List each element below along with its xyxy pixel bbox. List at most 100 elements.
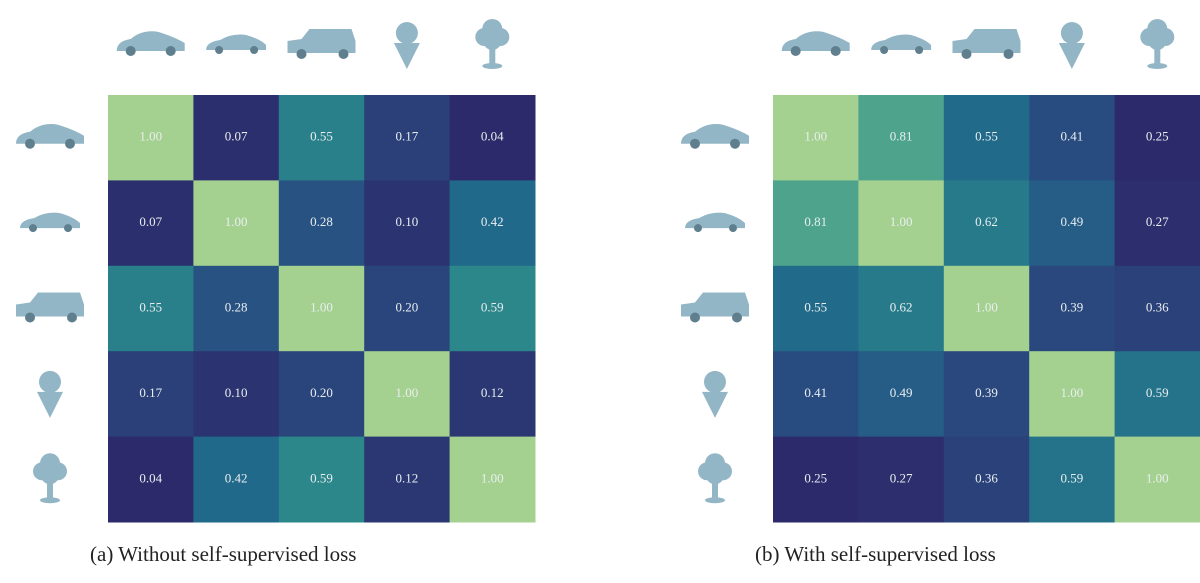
caption: (a) Without self-supervised loss [90,542,356,566]
icon-shape [712,479,718,500]
cell-label: 0.59 [1146,385,1169,400]
icon-shape [64,224,72,233]
heatmap-cell [364,436,451,523]
icon-shape [690,138,700,149]
row-icon [16,124,84,149]
cell-label: 0.25 [1146,129,1169,144]
heatmap-cell [364,351,451,438]
heatmap: 1.00 0.81 0.55 0.41 0.25 0.81 1.00 0.62 0.49 0.27… [773,95,1200,523]
icon-shape [694,224,702,233]
icon-shape [1154,45,1161,65]
cell-label: 0.25 [804,470,827,485]
icon-shape [296,49,307,59]
icon-shape [41,466,59,485]
icon-shape [39,370,61,393]
cell-label: 0.49 [1061,214,1084,229]
heatmap-cell [943,265,1030,352]
icon-shape [880,46,889,54]
icon-shape [705,497,725,504]
cell-label: 0.04 [139,470,162,485]
cell-label: 0.10 [396,214,419,229]
heatmap-cell [1114,95,1200,181]
column-icon [871,34,932,54]
column-icon [206,34,267,54]
heatmap-cell [1114,180,1200,267]
icon-shape [1148,32,1167,50]
column-icon [781,31,850,56]
row-icon [37,370,63,418]
row-icon [681,292,749,323]
column-icon [1140,19,1175,69]
cell-label: 0.20 [396,299,419,314]
icon-shape [1003,49,1014,59]
cell-label: 1.00 [804,129,827,144]
heatmap-cell [193,351,280,438]
heatmap-cell [278,180,365,267]
heatmap-cell [449,265,536,352]
heatmap-cell [449,436,536,523]
icon-shape [952,29,1021,53]
cell-label: 0.17 [139,385,162,400]
icon-shape [206,34,267,50]
cell-label: 0.07 [225,129,248,144]
cell-label: 0.36 [975,470,998,485]
column-icon [952,29,1021,59]
icon-shape [338,49,349,59]
heatmap-cell [858,265,945,352]
cell-label: 0.59 [1061,470,1084,485]
column-icon [116,31,185,56]
heatmap-cell [108,180,194,267]
icon-shape [116,31,185,51]
icon-shape [681,292,749,317]
icon-shape [685,212,745,229]
icon-shape [915,46,924,54]
icon-shape [690,312,700,323]
cell-label: 0.42 [481,214,504,229]
icon-shape [25,312,35,323]
heatmap-cell [278,95,365,181]
icon-shape [1060,22,1083,44]
heatmap-cell [108,265,194,352]
cell-label: 0.39 [975,385,998,400]
cell-label: 1.00 [1061,385,1084,400]
cell-label: 0.81 [890,129,913,144]
heatmap-cell [943,180,1030,267]
cell-label: 1.00 [139,129,162,144]
icon-shape [67,312,77,323]
cell-label: 0.55 [975,129,998,144]
heatmap-cell [858,180,945,267]
heatmap-cell [108,95,194,181]
heatmap-cell [1114,265,1200,352]
heatmap-cell [943,436,1030,523]
cell-label: 0.81 [804,214,827,229]
row-icon [681,124,749,149]
cell-label: 0.20 [310,385,333,400]
cell-label: 0.41 [804,385,827,400]
heatmap-cell [773,95,859,181]
heatmap-cell [193,265,280,352]
heatmap-cell [193,95,280,181]
row-icon [33,453,67,504]
icon-shape [65,138,75,149]
heatmap-cell [278,351,365,438]
cell-label: 1.00 [975,299,998,314]
cell-label: 0.49 [890,385,913,400]
icon-shape [16,292,84,317]
cell-label: 0.27 [890,470,913,485]
icon-shape [961,49,972,59]
cell-label: 0.59 [481,299,504,314]
icon-shape [393,43,420,69]
caption: (b) With self-supervised loss [755,542,996,566]
column-icon [1058,22,1085,69]
heatmap: 1.00 0.07 0.55 0.17 0.04 0.07 1.00 0.28 0.10 0.42… [108,95,536,523]
row-icon [16,292,84,323]
heatmap-cell [1029,95,1116,181]
icon-shape [16,124,84,144]
heatmap-cell [278,436,365,523]
cell-label: 0.12 [481,385,504,400]
icon-shape [20,212,80,229]
cell-label: 0.17 [396,129,419,144]
cell-label: 0.28 [225,299,248,314]
icon-shape [730,138,740,149]
icon-shape [37,391,63,418]
